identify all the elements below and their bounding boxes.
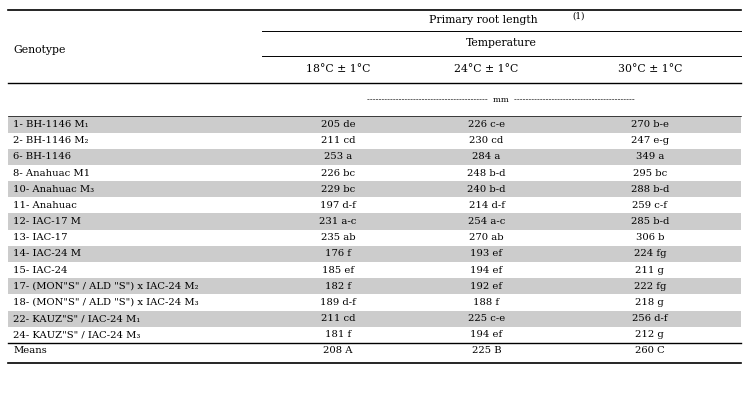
Text: 211 g: 211 g xyxy=(635,266,664,275)
Text: 212 g: 212 g xyxy=(635,330,664,339)
Text: 254 a-c: 254 a-c xyxy=(468,217,505,226)
Text: 229 bc: 229 bc xyxy=(321,185,355,194)
Text: 224 fg: 224 fg xyxy=(633,250,666,258)
Text: 235 ab: 235 ab xyxy=(321,233,356,242)
Text: 222 fg: 222 fg xyxy=(634,282,666,291)
Text: 226 bc: 226 bc xyxy=(321,169,355,178)
Text: Means: Means xyxy=(14,347,47,355)
Text: Temperature: Temperature xyxy=(465,39,537,48)
Text: 253 a: 253 a xyxy=(324,152,352,162)
Text: 6- BH-1146: 6- BH-1146 xyxy=(14,152,71,162)
Text: 230 cd: 230 cd xyxy=(469,136,504,145)
Bar xyxy=(8,213,741,230)
Text: 2- BH-1146 M₂: 2- BH-1146 M₂ xyxy=(14,136,89,145)
Text: 306 b: 306 b xyxy=(635,233,664,242)
Text: 17- (MON"S" / ALD "S") x IAC-24 M₂: 17- (MON"S" / ALD "S") x IAC-24 M₂ xyxy=(14,282,199,291)
Text: 14- IAC-24 M: 14- IAC-24 M xyxy=(14,250,81,258)
Text: 188 f: 188 f xyxy=(474,298,499,307)
Text: 288 b-d: 288 b-d xyxy=(631,185,669,194)
Text: 284 a: 284 a xyxy=(472,152,501,162)
Bar xyxy=(8,149,741,165)
Text: 176 f: 176 f xyxy=(325,250,351,258)
Text: 214 d-f: 214 d-f xyxy=(468,201,505,210)
Bar xyxy=(8,310,741,327)
Text: Genotype: Genotype xyxy=(14,45,65,55)
Text: 259 c-f: 259 c-f xyxy=(632,201,667,210)
Text: 270 ab: 270 ab xyxy=(469,233,504,242)
Text: 193 ef: 193 ef xyxy=(471,250,502,258)
Text: 194 ef: 194 ef xyxy=(471,330,502,339)
Text: 13- IAC-17: 13- IAC-17 xyxy=(14,233,68,242)
Text: 208 A: 208 A xyxy=(323,347,353,355)
Text: 211 cd: 211 cd xyxy=(321,136,355,145)
Text: 225 B: 225 B xyxy=(472,347,502,355)
Text: 260 C: 260 C xyxy=(635,347,665,355)
Text: (1): (1) xyxy=(572,11,585,20)
Text: 24°C ± 1°C: 24°C ± 1°C xyxy=(454,64,519,74)
Bar xyxy=(8,246,741,262)
Text: 22- KAUZ"S" / IAC-24 M₁: 22- KAUZ"S" / IAC-24 M₁ xyxy=(14,314,141,323)
Text: 1- BH-1146 M₁: 1- BH-1146 M₁ xyxy=(14,120,89,129)
Text: 30°C ± 1°C: 30°C ± 1°C xyxy=(617,64,682,74)
Text: 197 d-f: 197 d-f xyxy=(320,201,356,210)
Text: 18°C ± 1°C: 18°C ± 1°C xyxy=(306,64,370,74)
Text: 285 b-d: 285 b-d xyxy=(631,217,669,226)
Text: 240 b-d: 240 b-d xyxy=(467,185,506,194)
Text: 295 bc: 295 bc xyxy=(632,169,667,178)
Bar xyxy=(8,278,741,294)
Text: 247 e-g: 247 e-g xyxy=(631,136,669,145)
Text: 231 a-c: 231 a-c xyxy=(320,217,356,226)
Text: 10- Anahuac M₃: 10- Anahuac M₃ xyxy=(14,185,95,194)
Text: 185 ef: 185 ef xyxy=(322,266,354,275)
Text: 18- (MON"S" / ALD "S") x IAC-24 M₃: 18- (MON"S" / ALD "S") x IAC-24 M₃ xyxy=(14,298,199,307)
Text: 192 ef: 192 ef xyxy=(471,282,502,291)
Text: 15- IAC-24: 15- IAC-24 xyxy=(14,266,68,275)
Text: 218 g: 218 g xyxy=(635,298,664,307)
Text: Primary root length: Primary root length xyxy=(429,15,537,25)
Text: 256 d-f: 256 d-f xyxy=(632,314,668,323)
Text: 211 cd: 211 cd xyxy=(321,314,355,323)
Text: 8- Anahuac M1: 8- Anahuac M1 xyxy=(14,169,90,178)
Text: 270 b-e: 270 b-e xyxy=(631,120,669,129)
Text: 11- Anahuac: 11- Anahuac xyxy=(14,201,77,210)
Text: 349 a: 349 a xyxy=(635,152,664,162)
Text: 12- IAC-17 M: 12- IAC-17 M xyxy=(14,217,81,226)
Text: 226 c-e: 226 c-e xyxy=(468,120,505,129)
Text: 189 d-f: 189 d-f xyxy=(320,298,356,307)
Text: 248 b-d: 248 b-d xyxy=(467,169,506,178)
Bar xyxy=(8,116,741,132)
Text: 24- KAUZ"S" / IAC-24 M₃: 24- KAUZ"S" / IAC-24 M₃ xyxy=(14,330,141,339)
Text: 205 de: 205 de xyxy=(321,120,356,129)
Bar xyxy=(8,181,741,197)
Text: 194 ef: 194 ef xyxy=(471,266,502,275)
Text: 225 c-e: 225 c-e xyxy=(468,314,505,323)
Text: 181 f: 181 f xyxy=(325,330,351,339)
Text: 182 f: 182 f xyxy=(325,282,351,291)
Text: ------------------------------------------  mm  --------------------------------: ----------------------------------------… xyxy=(368,95,635,104)
